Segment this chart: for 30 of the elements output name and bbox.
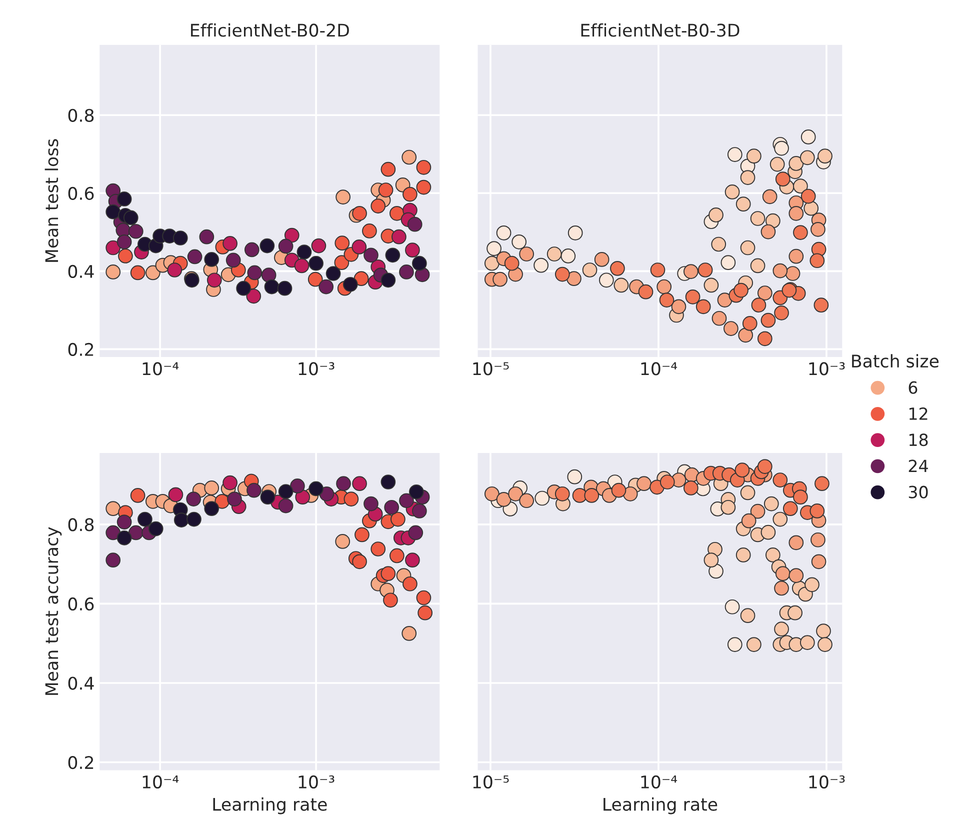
x-tick-label: 10⁻⁴ (142, 362, 179, 376)
y-tick-label: 0.8 (68, 108, 94, 122)
y-tick-label: 0.4 (68, 264, 94, 278)
x-axis-title: Learning rate (213, 797, 327, 814)
x-tick-label: 10⁻⁴ (641, 775, 678, 788)
y-axis-title: Mean test loss (44, 139, 58, 262)
y-tick-label: 0.8 (68, 518, 94, 532)
x-tick-label: 10⁻⁴ (142, 775, 179, 788)
chart-title: EfficientNet-B0-3D (581, 23, 740, 37)
chart-title: EfficientNet-B0-2D (191, 23, 349, 37)
legend-label: 24 (908, 460, 928, 472)
x-tick-label: 10⁻³ (298, 775, 334, 788)
legend-title: Batch size (852, 354, 939, 368)
x-tick-label: 10⁻³ (809, 362, 845, 376)
legend-label: 18 (909, 434, 928, 446)
legend-label: 6 (908, 381, 918, 394)
x-tick-label: 10⁻³ (298, 362, 334, 376)
legend-label: 12 (909, 407, 928, 420)
x-tick-label: 10⁻³ (809, 775, 845, 788)
x-tick-label: 10⁻⁵ (473, 362, 509, 376)
y-tick-label: 0.2 (68, 756, 94, 770)
y-tick-label: 0.6 (68, 186, 94, 200)
y-tick-label: 0.4 (68, 676, 94, 690)
legend-label: 30 (908, 486, 928, 498)
x-axis-title: Learning rate (604, 797, 718, 814)
y-tick-label: 0.2 (68, 342, 94, 356)
y-tick-label: 0.6 (68, 597, 94, 611)
y-axis-title: Mean test accuracy (45, 527, 62, 695)
x-tick-label: 10⁻⁴ (641, 362, 678, 376)
x-tick-label: 10⁻⁵ (473, 775, 509, 788)
